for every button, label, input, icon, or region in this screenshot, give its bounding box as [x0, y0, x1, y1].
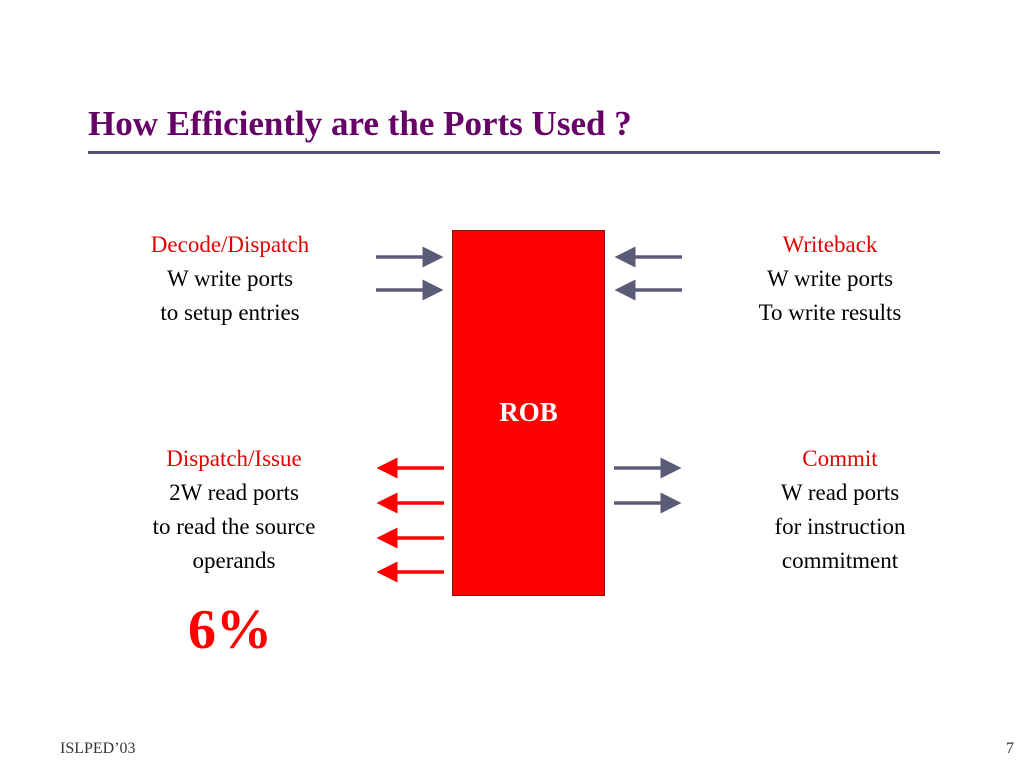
commit-line-1: W read ports [780, 480, 900, 505]
writeback-block: Writeback W write ports To write results [700, 228, 960, 330]
commit-block: Commit W read ports for instruction comm… [710, 442, 970, 578]
title-divider [88, 151, 940, 154]
dispatch-issue-line-3: operands [192, 548, 276, 573]
commit-line-2: for instruction [774, 514, 906, 539]
decode-dispatch-line-2: to setup entries [160, 300, 300, 325]
commit-line-3: commitment [781, 548, 899, 573]
dispatch-issue-heading: Dispatch/Issue [166, 446, 302, 471]
dispatch-issue-line-1: 2W read ports [169, 480, 299, 505]
rob-label: ROB [499, 397, 558, 427]
slide-title: How Efficiently are the Ports Used ? [88, 104, 632, 143]
writeback-line-1: W write ports [766, 266, 894, 291]
dispatch-issue-block: Dispatch/Issue 2W read ports to read the… [100, 442, 368, 578]
writeback-line-2: To write results [758, 300, 902, 325]
rob-box: ROB [452, 230, 605, 596]
decode-dispatch-line-1: W write ports [166, 266, 294, 291]
commit-heading: Commit [802, 446, 878, 471]
decode-dispatch-block: Decode/Dispatch W write ports to setup e… [100, 228, 360, 330]
utilization-percentage: 6% [188, 599, 272, 661]
dispatch-issue-line-2: to read the source [152, 514, 316, 539]
decode-dispatch-heading: Decode/Dispatch [150, 232, 310, 257]
writeback-heading: Writeback [782, 232, 878, 257]
page-number: 7 [1006, 740, 1014, 757]
footer-conference: ISLPED’03 [60, 740, 136, 757]
